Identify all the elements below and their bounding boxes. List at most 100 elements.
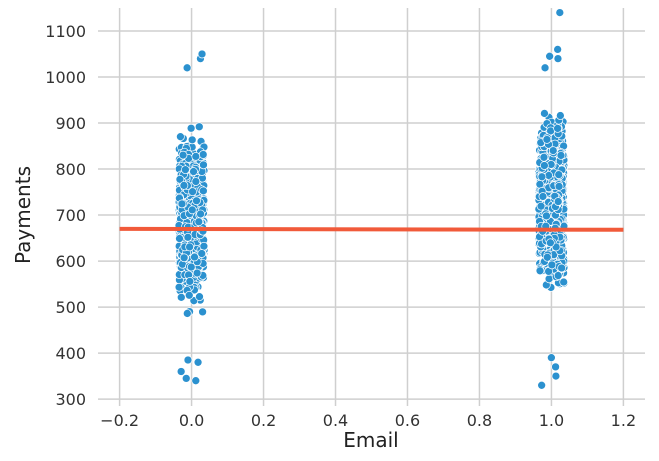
data-point: [542, 135, 552, 144]
x-tick-label: −0.2: [100, 411, 139, 430]
data-point: [199, 160, 208, 170]
data-point: [187, 205, 197, 215]
data-point: [186, 123, 196, 133]
data-point: [184, 290, 194, 300]
data-point: [181, 165, 190, 175]
data-point: [185, 242, 194, 252]
data-point: [197, 49, 207, 59]
x-axis-label: Email: [343, 428, 399, 452]
data-point: [195, 292, 204, 302]
data-point: [176, 132, 185, 142]
y-tick-label: 500: [55, 298, 86, 317]
data-point: [190, 252, 199, 262]
data-point: [182, 309, 192, 318]
data-point: [183, 355, 193, 365]
data-point: [199, 186, 208, 196]
data-point: [540, 161, 549, 170]
data-point: [189, 167, 198, 176]
data-point: [197, 249, 207, 258]
x-tick-label: 0.0: [179, 411, 204, 430]
data-point: [188, 187, 197, 197]
data-point: [551, 371, 561, 381]
y-tick-label: 700: [55, 206, 86, 225]
data-point: [179, 181, 189, 190]
x-tick-label: 1.0: [539, 411, 564, 430]
data-point: [196, 209, 205, 219]
y-tick-label: 1100: [45, 22, 86, 41]
data-point: [191, 152, 201, 161]
data-point: [175, 174, 185, 184]
data-point: [176, 367, 186, 376]
data-point: [556, 111, 565, 120]
data-point: [198, 307, 207, 317]
data-point: [198, 150, 208, 159]
data-point: [536, 201, 546, 211]
x-tick-label: 0.8: [467, 411, 492, 430]
y-axis-label: Payments: [11, 166, 35, 264]
data-point: [553, 271, 563, 280]
data-point: [554, 170, 564, 179]
data-point: [183, 232, 193, 242]
data-point: [547, 353, 556, 363]
data-point: [540, 109, 549, 118]
data-point: [538, 192, 548, 201]
data-point: [185, 277, 195, 286]
data-point: [192, 196, 201, 206]
data-point: [537, 380, 546, 390]
data-point: [191, 177, 201, 186]
data-point: [176, 292, 186, 302]
regression-line-group: [119, 226, 624, 232]
y-tick-label: 800: [55, 160, 86, 179]
data-point: [545, 51, 554, 61]
data-point: [554, 182, 564, 191]
x-tick-label: 0.2: [251, 411, 276, 430]
data-point: [559, 277, 569, 287]
data-point: [553, 124, 562, 133]
data-point: [556, 151, 566, 160]
data-point: [191, 376, 201, 386]
regression-line: [119, 226, 624, 232]
data-point: [553, 54, 563, 63]
y-tick-label: 400: [55, 344, 86, 363]
data-point: [181, 374, 191, 383]
data-point: [540, 63, 550, 73]
data-point: [553, 197, 563, 206]
y-tick-label: 1000: [45, 68, 86, 87]
data-point: [174, 282, 184, 292]
data-point: [542, 211, 551, 221]
y-axis-ticks: 300 400 500 600 700 800 900 1000 1100: [45, 22, 86, 409]
data-point: [537, 172, 547, 182]
data-point: [177, 199, 187, 209]
data-point: [553, 45, 562, 54]
data-point: [542, 252, 552, 262]
data-point: [199, 241, 209, 251]
y-tick-label: 600: [55, 252, 86, 271]
x-tick-label: 0.4: [323, 411, 348, 430]
data-point: [547, 260, 557, 270]
data-point: [539, 152, 549, 162]
data-point: [544, 274, 554, 284]
x-tick-label: 1.2: [611, 411, 636, 430]
data-point: [187, 135, 197, 145]
data-point: [178, 150, 188, 160]
y-tick-label: 900: [55, 114, 86, 133]
data-point: [193, 357, 203, 367]
data-point: [186, 262, 196, 272]
data-point: [555, 8, 565, 17]
data-point: [194, 217, 204, 227]
data-point: [182, 63, 192, 73]
data-point: [175, 234, 184, 243]
data-point: [546, 238, 555, 248]
data-point: [557, 263, 566, 273]
data-point: [551, 362, 560, 372]
data-points: [174, 8, 569, 390]
data-point: [548, 146, 558, 155]
data-point: [179, 253, 189, 263]
x-axis-ticks: −0.2 0.0 0.2 0.4 0.6 0.8 1.0 1.2: [100, 411, 636, 430]
data-point: [194, 122, 204, 132]
x-tick-label: 0.6: [395, 411, 420, 430]
y-tick-label: 300: [55, 390, 86, 409]
data-point: [192, 268, 202, 278]
